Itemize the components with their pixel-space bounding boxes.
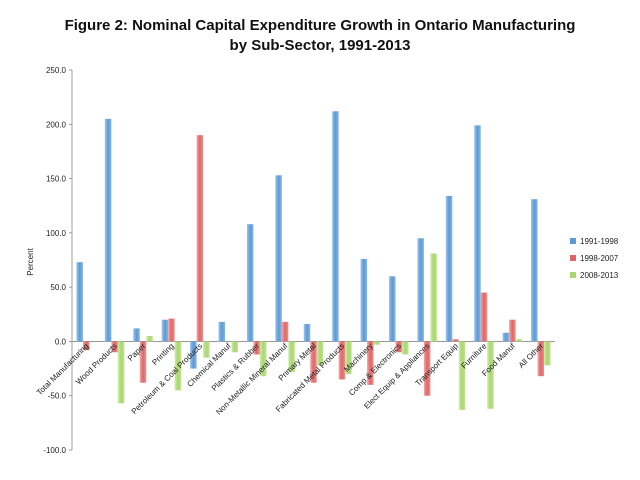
bar-2008-2013-1 xyxy=(117,341,125,404)
chart-title-line-2: by Sub-Sector, 1991-2013 xyxy=(229,37,411,54)
bar-1998-2007-9 xyxy=(338,341,346,380)
bar-2008-2013-9 xyxy=(345,341,352,374)
bar-1998-2007-1 xyxy=(111,341,118,353)
bar-1991-1998-7 xyxy=(275,175,282,342)
bar-1991-1998-2 xyxy=(133,328,140,342)
bar-2008-2013-15 xyxy=(515,339,523,342)
category-label: Comp & Electronics xyxy=(347,341,403,397)
bar-1998-2007-7 xyxy=(281,321,289,342)
bars-layer xyxy=(76,111,551,410)
bar-1991-1998-10 xyxy=(360,258,368,342)
y-tick-label: -50.0 xyxy=(48,392,67,401)
bar-1998-2007-16 xyxy=(537,341,545,377)
bar-1991-1998-5 xyxy=(218,321,226,342)
legend: 1991-1998 1998-2007 2008-2013 xyxy=(570,237,619,280)
y-tick-label: 100.0 xyxy=(46,229,67,238)
bar-2008-2013-4 xyxy=(203,341,210,358)
bar-1991-1998-14 xyxy=(474,125,481,342)
bar-1991-1998-3 xyxy=(161,319,169,342)
bar-2008-2013-2 xyxy=(146,336,153,342)
legend-label-2008-2013: 2008-2013 xyxy=(580,271,619,280)
bar-1998-2007-2 xyxy=(139,341,147,383)
bar-2008-2013-14 xyxy=(487,341,494,409)
bar-1998-2007-6 xyxy=(253,341,260,355)
legend-swatch-1998-2007 xyxy=(570,255,576,261)
y-tick-label: 200.0 xyxy=(46,120,67,129)
bar-2008-2013-3 xyxy=(174,341,182,391)
bar-1991-1998-1 xyxy=(104,118,112,342)
bar-1998-2007-4 xyxy=(196,135,204,342)
y-tick-label: 250.0 xyxy=(46,66,67,75)
bar-2008-2013-11 xyxy=(401,341,409,355)
category-label: Total Manufacturing xyxy=(35,341,91,397)
bar-1991-1998-11 xyxy=(388,276,396,342)
bar-1991-1998-16 xyxy=(531,199,538,342)
bar-1991-1998-15 xyxy=(502,332,510,342)
bar-2008-2013-16 xyxy=(544,341,551,366)
bar-2008-2013-7 xyxy=(288,341,295,372)
bar-1998-2007-12 xyxy=(423,341,431,396)
bar-1991-1998-8 xyxy=(303,324,311,342)
y-tick-label: -100.0 xyxy=(43,446,66,455)
bar-2008-2013-10 xyxy=(373,341,381,345)
y-tick-label: 150.0 xyxy=(46,175,67,184)
bar-1998-2007-3 xyxy=(168,318,175,342)
bar-1991-1998-0 xyxy=(76,262,83,342)
bar-1991-1998-12 xyxy=(417,238,424,342)
bar-2008-2013-8 xyxy=(316,341,324,366)
bar-1998-2007-0 xyxy=(82,341,90,351)
bar-1991-1998-13 xyxy=(445,195,453,342)
bar-1998-2007-15 xyxy=(509,319,516,342)
bar-1998-2007-11 xyxy=(395,341,402,353)
bar-2008-2013-12 xyxy=(430,253,437,342)
bar-1991-1998-4 xyxy=(190,341,197,369)
legend-label-1991-1998: 1991-1998 xyxy=(580,237,619,246)
chart-title-line-1: Figure 2: Nominal Capital Expenditure Gr… xyxy=(64,17,576,34)
bar-1998-2007-14 xyxy=(480,292,488,342)
bar-2008-2013-6 xyxy=(259,341,267,377)
y-axis-label: Percent xyxy=(26,247,35,275)
category-label: Printing xyxy=(150,341,176,367)
bar-2008-2013-5 xyxy=(231,341,239,353)
legend-label-1998-2007: 1998-2007 xyxy=(580,254,619,263)
legend-swatch-1991-1998 xyxy=(570,238,576,244)
bar-1998-2007-10 xyxy=(367,341,374,385)
bar-2008-2013-13 xyxy=(458,341,466,410)
bar-1998-2007-8 xyxy=(310,341,317,383)
y-tick-label: 50.0 xyxy=(50,283,66,292)
chart-title: Figure 2: Nominal Capital Expenditure Gr… xyxy=(0,16,640,56)
bar-1998-2007-13 xyxy=(452,339,459,342)
bar-1991-1998-6 xyxy=(246,224,254,342)
legend-swatch-2008-2013 xyxy=(570,272,576,278)
y-tick-label: 0.0 xyxy=(55,337,67,346)
bar-1991-1998-9 xyxy=(332,111,339,342)
